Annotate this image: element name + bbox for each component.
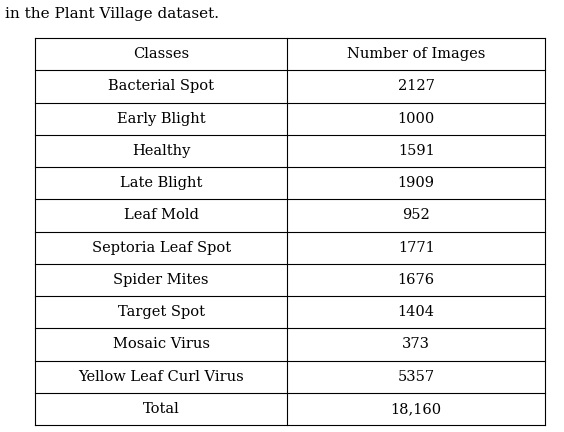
Text: 18,160: 18,160 — [391, 402, 442, 416]
Text: 5357: 5357 — [398, 370, 435, 384]
Text: Late Blight: Late Blight — [120, 176, 202, 190]
Text: Number of Images: Number of Images — [347, 47, 486, 61]
Text: Mosaic Virus: Mosaic Virus — [113, 337, 210, 351]
Text: Yellow Leaf Curl Virus: Yellow Leaf Curl Virus — [78, 370, 244, 384]
Text: in the Plant Village dataset.: in the Plant Village dataset. — [5, 7, 219, 21]
Text: Septoria Leaf Spot: Septoria Leaf Spot — [92, 241, 231, 254]
Text: Target Spot: Target Spot — [118, 305, 205, 319]
Text: Bacterial Spot: Bacterial Spot — [108, 79, 214, 93]
Text: 373: 373 — [402, 337, 430, 351]
Text: Healthy: Healthy — [132, 144, 191, 158]
Text: 1000: 1000 — [398, 111, 435, 126]
Text: 2127: 2127 — [398, 79, 435, 93]
Text: 1404: 1404 — [398, 305, 435, 319]
Text: Total: Total — [143, 402, 179, 416]
Text: 1909: 1909 — [398, 176, 435, 190]
Text: Spider Mites: Spider Mites — [113, 273, 209, 287]
Text: 952: 952 — [402, 208, 430, 222]
Text: Early Blight: Early Blight — [117, 111, 205, 126]
Text: 1676: 1676 — [398, 273, 435, 287]
Text: Classes: Classes — [133, 47, 190, 61]
Text: Leaf Mold: Leaf Mold — [124, 208, 199, 222]
Text: 1771: 1771 — [398, 241, 435, 254]
Text: 1591: 1591 — [398, 144, 435, 158]
